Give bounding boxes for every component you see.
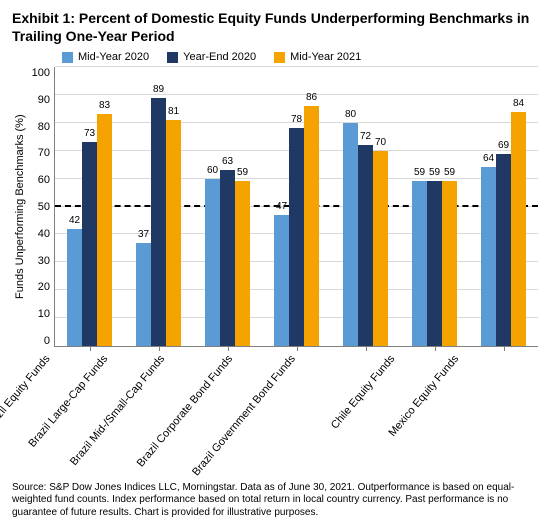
bar-value-label: 63 bbox=[222, 156, 233, 167]
y-tick-label: 0 bbox=[28, 335, 50, 347]
y-axis: 1009080706050403020100 bbox=[28, 67, 54, 347]
bar-value-label: 64 bbox=[483, 153, 494, 164]
bar-group: 606359 bbox=[193, 67, 262, 346]
x-tick bbox=[228, 347, 229, 351]
bar: 63 bbox=[220, 170, 235, 346]
legend-swatch bbox=[167, 52, 178, 63]
bar-group: 427383 bbox=[55, 67, 124, 346]
y-tick-label: 10 bbox=[28, 308, 50, 320]
bar-value-label: 70 bbox=[375, 137, 386, 148]
legend-label: Year-End 2020 bbox=[183, 51, 256, 63]
chart-footer: Source: S&P Dow Jones Indices LLC, Morni… bbox=[12, 482, 538, 520]
bar: 80 bbox=[343, 123, 358, 346]
x-tick-label: Mexico Equity Funds bbox=[469, 347, 538, 467]
legend-item: Mid-Year 2020 bbox=[62, 51, 149, 63]
bar-value-label: 81 bbox=[168, 106, 179, 117]
x-tick bbox=[159, 347, 160, 351]
bar-group: 378981 bbox=[124, 67, 193, 346]
y-tick-label: 90 bbox=[28, 94, 50, 106]
x-tick bbox=[366, 347, 367, 351]
plot-area: 4273833789816063594778868072705959596469… bbox=[54, 67, 538, 347]
bar-value-label: 69 bbox=[498, 140, 509, 151]
chart-title: Exhibit 1: Percent of Domestic Equity Fu… bbox=[12, 10, 538, 45]
bar-value-label: 83 bbox=[99, 100, 110, 111]
y-tick-label: 80 bbox=[28, 121, 50, 133]
bar: 60 bbox=[205, 179, 220, 346]
bar-value-label: 59 bbox=[414, 167, 425, 178]
y-tick-label: 60 bbox=[28, 174, 50, 186]
bar: 59 bbox=[412, 181, 427, 346]
bar: 69 bbox=[496, 154, 511, 347]
bar-value-label: 72 bbox=[360, 131, 371, 142]
bar-value-label: 59 bbox=[237, 167, 248, 178]
x-tick bbox=[90, 347, 91, 351]
x-tick-label: Brazil Corporate Bond Funds bbox=[263, 347, 332, 467]
bar-value-label: 84 bbox=[513, 98, 524, 109]
bar: 83 bbox=[97, 114, 112, 346]
legend: Mid-Year 2020 Year-End 2020 Mid-Year 2021 bbox=[62, 51, 538, 63]
y-tick-label: 70 bbox=[28, 147, 50, 159]
bar-value-label: 37 bbox=[138, 229, 149, 240]
bar-value-label: 80 bbox=[345, 109, 356, 120]
bar: 73 bbox=[82, 142, 97, 346]
x-tick bbox=[504, 347, 505, 351]
y-tick-label: 40 bbox=[28, 228, 50, 240]
bar: 89 bbox=[151, 98, 166, 346]
bar-value-label: 78 bbox=[291, 114, 302, 125]
bar: 37 bbox=[136, 243, 151, 346]
bar-value-label: 73 bbox=[84, 128, 95, 139]
bar: 86 bbox=[304, 106, 319, 346]
bar: 47 bbox=[274, 215, 289, 346]
bar-group: 807270 bbox=[331, 67, 400, 346]
bar: 59 bbox=[235, 181, 250, 346]
legend-item: Mid-Year 2021 bbox=[274, 51, 361, 63]
bar: 59 bbox=[442, 181, 457, 346]
y-tick-label: 50 bbox=[28, 201, 50, 213]
y-tick-label: 100 bbox=[28, 67, 50, 79]
bar-value-label: 59 bbox=[429, 167, 440, 178]
bar: 81 bbox=[166, 120, 181, 346]
bar-value-label: 60 bbox=[207, 165, 218, 176]
y-tick-label: 20 bbox=[28, 281, 50, 293]
bar-value-label: 42 bbox=[69, 215, 80, 226]
chart-area: Funds Unperforming Benchmarks (%) 100908… bbox=[12, 67, 538, 347]
legend-swatch bbox=[274, 52, 285, 63]
x-tick bbox=[297, 347, 298, 351]
x-axis: Brazil Equity FundsBrazil Large-Cap Fund… bbox=[56, 347, 538, 467]
bar: 70 bbox=[373, 151, 388, 346]
bar-value-label: 86 bbox=[306, 92, 317, 103]
bar: 64 bbox=[481, 167, 496, 346]
bar: 84 bbox=[511, 112, 526, 346]
bar: 59 bbox=[427, 181, 442, 346]
bar-value-label: 47 bbox=[276, 201, 287, 212]
x-tick bbox=[435, 347, 436, 351]
y-tick-label: 30 bbox=[28, 255, 50, 267]
bar-value-label: 59 bbox=[444, 167, 455, 178]
legend-swatch bbox=[62, 52, 73, 63]
legend-item: Year-End 2020 bbox=[167, 51, 256, 63]
bar: 42 bbox=[67, 229, 82, 346]
legend-label: Mid-Year 2020 bbox=[78, 51, 149, 63]
bar: 72 bbox=[358, 145, 373, 346]
bar-group: 595959 bbox=[400, 67, 469, 346]
y-axis-label: Funds Unperforming Benchmarks (%) bbox=[12, 67, 28, 347]
legend-label: Mid-Year 2021 bbox=[290, 51, 361, 63]
bar-group: 646984 bbox=[469, 67, 538, 346]
bar-value-label: 89 bbox=[153, 84, 164, 95]
bar-group: 477886 bbox=[262, 67, 331, 346]
bar: 78 bbox=[289, 128, 304, 346]
